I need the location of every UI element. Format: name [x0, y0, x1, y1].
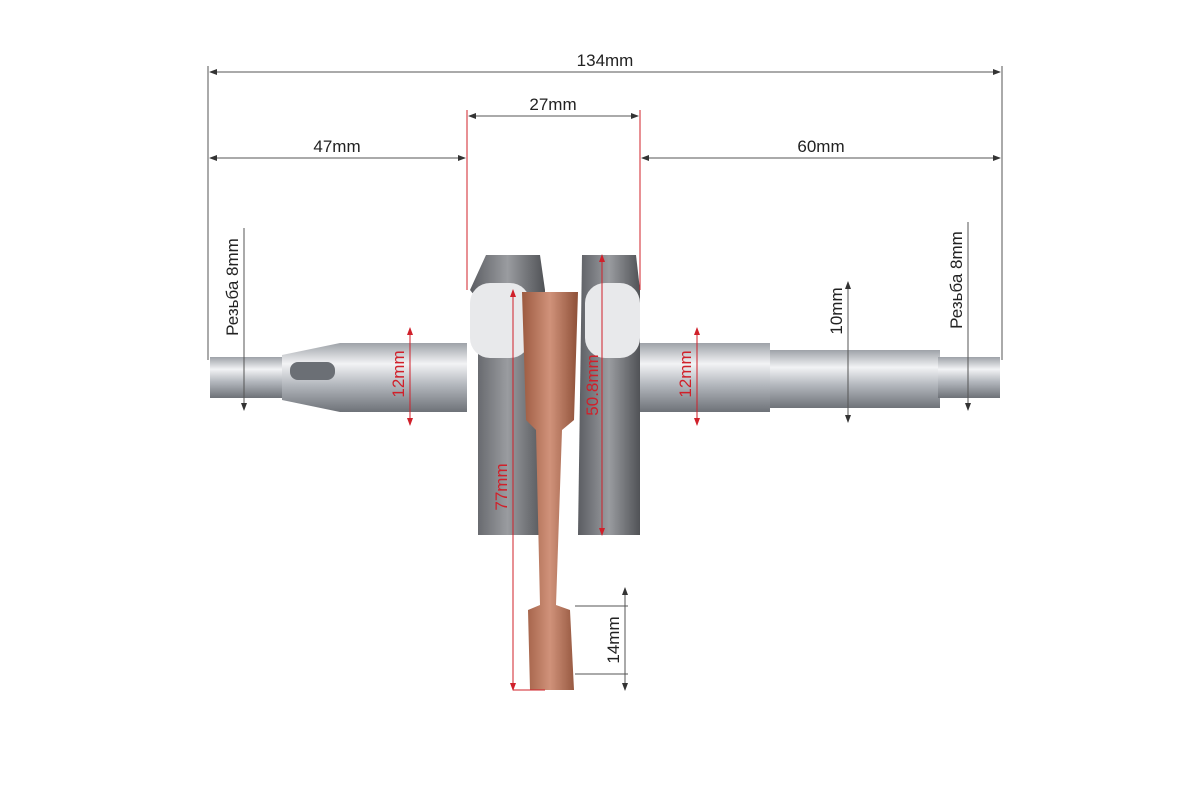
- left-web-bearing: [470, 283, 530, 358]
- left-shaft-length-label: 47mm: [313, 137, 360, 156]
- left-shaft: [282, 343, 467, 412]
- right-web-bearing: [585, 283, 640, 358]
- right-shaft: [770, 350, 940, 408]
- right-shaft-diameter-label: 10mm: [827, 287, 846, 334]
- connecting-rod: [522, 292, 578, 690]
- extension-lines: [207, 66, 1003, 360]
- right-journal-label: 12mm: [676, 350, 695, 397]
- right-thread: [938, 357, 1000, 398]
- overall-length-label: 134mm: [577, 51, 634, 70]
- right-shaft-length-label: 60mm: [797, 137, 844, 156]
- left-thread: [210, 357, 282, 398]
- small-end-label: 14mm: [604, 616, 623, 663]
- keyway: [290, 362, 335, 380]
- right-journal: [640, 343, 770, 412]
- right-thread-label: Резьба 8mm: [947, 231, 966, 329]
- left-thread-label: Резьба 8mm: [223, 238, 242, 336]
- web-diameter-label: 50.8mm: [583, 354, 602, 415]
- web-width-label: 27mm: [529, 95, 576, 114]
- left-journal-label: 12mm: [389, 350, 408, 397]
- rod-length-label: 77mm: [492, 463, 511, 510]
- crankshaft-photo: [210, 255, 1000, 690]
